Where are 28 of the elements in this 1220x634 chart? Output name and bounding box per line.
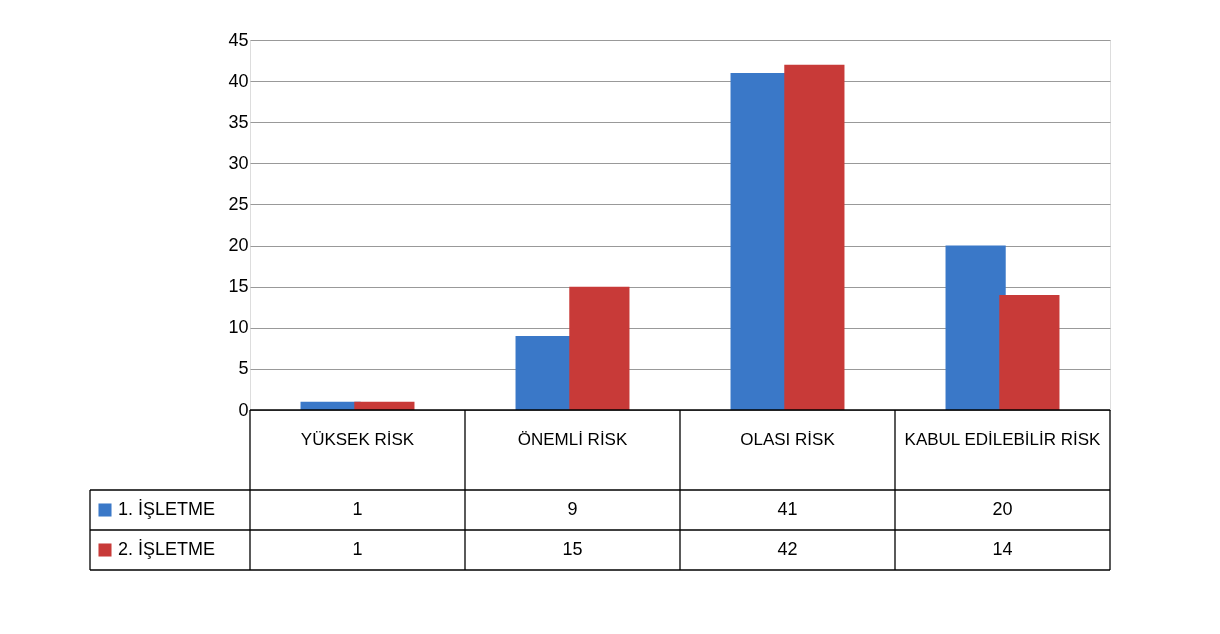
data-label: 9 bbox=[567, 499, 578, 519]
x-tick-label: KABUL EDİLEBİLİR RİSK bbox=[904, 430, 1102, 449]
y-tick-label: 15 bbox=[228, 276, 249, 297]
x-tick-label: YÜKSEK RİSK bbox=[300, 430, 415, 449]
data-label: 20 bbox=[992, 499, 1013, 519]
x-tick-label: OLASI RİSK bbox=[740, 430, 836, 449]
y-tick-label: 20 bbox=[228, 235, 249, 256]
data-label: 42 bbox=[777, 539, 798, 559]
data-label: 1 bbox=[352, 539, 363, 559]
data-label: 1 bbox=[352, 499, 363, 519]
bar bbox=[999, 294, 1060, 410]
y-tick-label: 0 bbox=[238, 399, 249, 420]
y-tick-label: 40 bbox=[228, 70, 249, 91]
y-tick-label: 25 bbox=[228, 193, 249, 214]
data-label: 41 bbox=[777, 499, 798, 519]
bar bbox=[784, 64, 845, 410]
y-tick-label: 35 bbox=[228, 111, 249, 132]
data-label: 15 bbox=[562, 539, 583, 559]
bar bbox=[569, 286, 630, 410]
bar bbox=[945, 245, 1006, 410]
y-tick-label: 10 bbox=[228, 317, 249, 338]
y-tick-label: 5 bbox=[238, 358, 249, 379]
legend-label: 2. İŞLETME bbox=[118, 539, 216, 559]
legend-label: 1. İŞLETME bbox=[118, 499, 216, 519]
y-tick-label: 45 bbox=[228, 29, 249, 50]
data-label: 14 bbox=[992, 539, 1013, 559]
y-tick-label: 30 bbox=[228, 152, 249, 173]
x-tick-label: ÖNEMLİ RİSK bbox=[517, 430, 628, 449]
